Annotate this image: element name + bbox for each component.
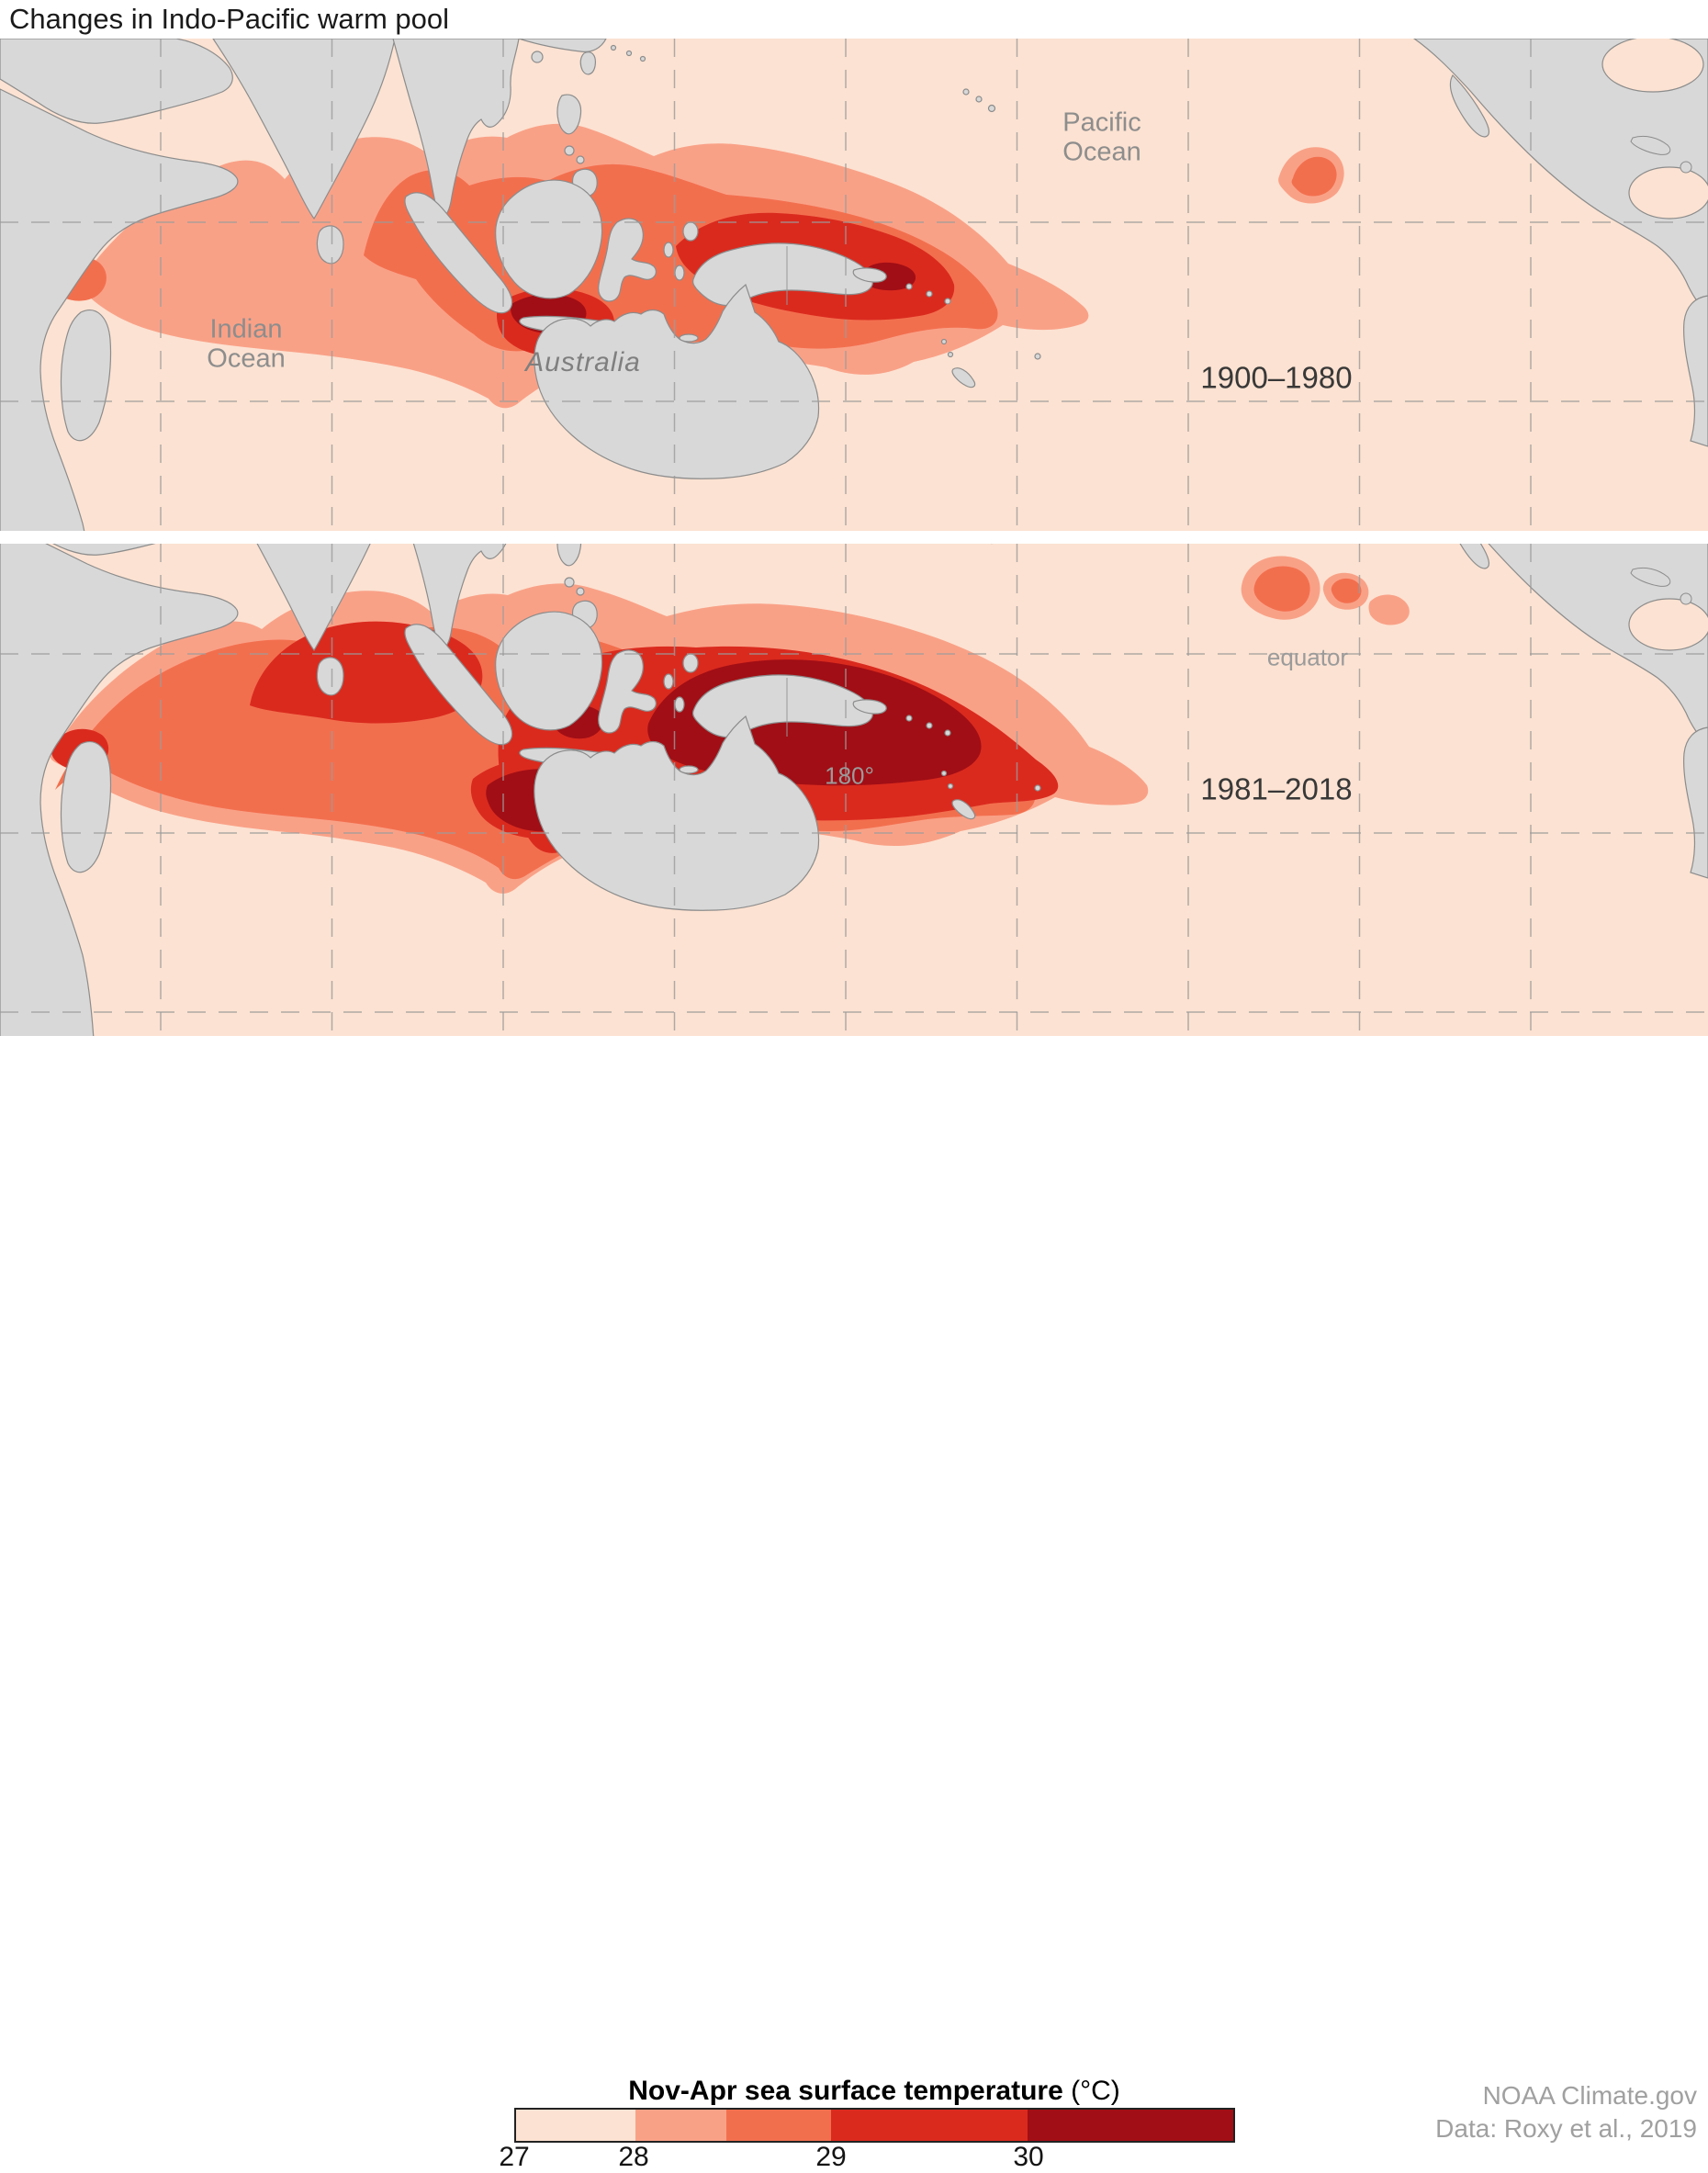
colorbar-segment-5 — [1027, 2110, 1233, 2141]
colorbar-tick-30: 30 — [1013, 2142, 1044, 2172]
sst-contour-28p5C-mexico-core — [1291, 156, 1337, 197]
colorbar-tick-27: 27 — [499, 2142, 530, 2172]
credits: NOAA Climate.gov Data: Roxy et al., 2019 — [1435, 2079, 1697, 2146]
australia-label: Australia — [525, 347, 641, 378]
map-panel-1900-1980: Pacific Ocean Indian Ocean Australia 190… — [0, 39, 1708, 531]
pacific-ocean-label: Pacific Ocean — [1062, 107, 1141, 167]
map-1900-1980 — [0, 39, 1708, 531]
colorbar-segment-1 — [516, 2110, 635, 2141]
colorbar-tick-29: 29 — [815, 2142, 847, 2172]
colorbar-segment-2 — [635, 2110, 726, 2141]
map-1981-2018 — [0, 544, 1708, 1036]
legend-unit: (°C) — [1071, 2076, 1120, 2106]
indian-ocean-label: Indian Ocean — [207, 314, 286, 374]
credit-source: NOAA Climate.gov — [1482, 2081, 1697, 2110]
map-panel-1981-2018: equator 180° 1981–2018 — [0, 544, 1708, 1036]
sst-contour-28p5C-centam-b-core — [1331, 578, 1362, 603]
sst-contour-28p5C-centam-a-core — [1253, 566, 1310, 612]
sst-contour-28C-centam-c — [1368, 594, 1410, 625]
colorbar-segment-4 — [830, 2110, 1028, 2141]
legend-title-text: Nov-Apr sea surface temperature — [628, 2076, 1063, 2106]
legend-area: Nov-Apr sea surface temperature (°C) 27 … — [0, 1036, 1708, 2172]
credit-data: Data: Roxy et al., 2019 — [1435, 2114, 1697, 2144]
period-label-1981-2018: 1981–2018 — [1200, 771, 1353, 806]
legend-title: Nov-Apr sea surface temperature (°C) — [628, 2076, 1120, 2107]
colorbar-segment-3 — [725, 2110, 831, 2141]
meridian-180-label: 180° — [825, 761, 874, 790]
figure-title: Changes in Indo-Pacific warm pool — [9, 3, 450, 35]
equator-label: equator — [1266, 643, 1349, 671]
period-label-1900-1980: 1900–1980 — [1200, 360, 1353, 395]
temperature-colorbar — [514, 2108, 1235, 2143]
colorbar-tick-28: 28 — [618, 2142, 649, 2172]
figure-root: Changes in Indo-Pacific warm pool — [0, 3, 1708, 2172]
